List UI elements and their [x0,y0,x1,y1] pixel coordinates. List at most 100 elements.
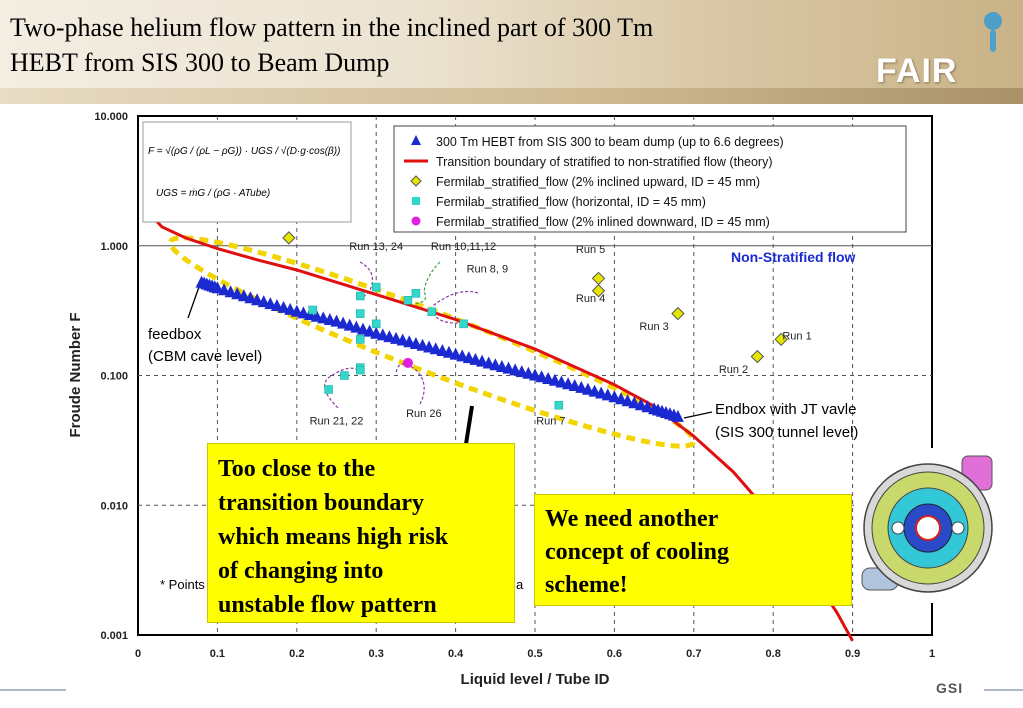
hebt-point [634,398,647,411]
upward-point [671,306,685,321]
hebt-point [456,349,469,362]
fair-logo-icon [984,12,1002,30]
footnote-fragment-left: * Points [160,577,205,592]
legend-diamond-swatch [410,175,422,187]
footnote-fragment-right: a [516,577,524,592]
hebt-point [350,320,363,333]
cooling-note-line-3: scheme! [545,572,628,598]
horizontal-point [459,319,468,329]
horizontal-point [340,371,349,380]
x-tick-label: 0.1 [210,648,225,660]
slide-title-line-2: HEBT from SIS 300 to Beam Dump [10,48,390,77]
x-tick-label: 0.2 [289,648,304,660]
formula-line-1: F = √(ρG / (ρL − ρG)) · UGS / √(D·g·cos(… [148,145,340,157]
risk-note-line-1: Too close to the [218,456,376,482]
y-tick-label: 0.100 [100,371,128,383]
risk-note-line-2: transition boundary [218,490,425,516]
legend-entry: 300 Tm HEBT from SIS 300 to beam dump (u… [436,135,784,149]
run-label: Run 13, 24 [349,241,403,253]
hebt-point [615,392,628,405]
run-label: Run 1 [782,330,811,342]
run-label: Run 2 [719,364,748,376]
footer-line-right [984,689,1023,691]
run-label: Run 21, 22 [310,415,364,427]
y-tick-label: 0.001 [100,630,128,642]
hebt-point [237,289,250,302]
hebt-point [224,285,237,298]
x-tick-label: 0 [135,648,141,660]
run-label: Run 26 [406,408,441,420]
endbox-arrow [683,411,713,419]
legend-entry: Fermilab_stratified_flow (2% inlined dow… [436,215,770,229]
hebt-point [337,316,350,329]
legend-circle-swatch [411,216,421,226]
hebt-point [482,356,495,369]
gsi-logo: GSI [936,680,964,696]
hebt-point [343,318,356,331]
hebt-point [575,380,588,393]
y-tick-label: 10.000 [94,111,128,123]
run-21-22-leader [324,367,359,409]
hebt-point [469,352,482,365]
slide-title: Two-phase helium flow pattern in the inc… [10,10,840,80]
footer-line-left [0,689,66,691]
hebt-point [641,400,654,413]
feedbox-callout-line-1: feedbox [148,326,202,343]
hebt-point [251,293,264,306]
title-banner [0,0,1023,104]
x-axis-label: Liquid level / Tube ID [461,671,610,688]
y-tick-label: 0.010 [100,500,128,512]
legend-entry: Transition boundary of stratified to non… [436,155,773,169]
cooling-note: We need another concept of cooling schem… [534,494,852,606]
hebt-point [476,354,489,367]
axis-ticks: 0 0.1 0.2 0.3 0.4 0.5 0.6 0.7 0.8 0.9 1 0.001 0.010 0… [94,111,935,660]
x-tick-label: 0.5 [527,648,542,660]
hebt-highlight-ellipse [167,235,697,449]
run-label: Run 7 [536,415,565,427]
y-tick-label: 1.000 [100,241,128,253]
endbox-callout-line-2: (SIS 300 tunnel level) [715,424,858,441]
upward-point [750,349,765,364]
cooling-note-line-1: We need another [545,506,719,532]
x-tick-label: 1 [929,648,935,660]
risk-note-line-4: of changing into [218,558,384,584]
run-label: Run 3 [639,321,668,333]
horizontal-point [411,289,421,298]
fair-logo-bar [990,30,996,52]
feedbox-callout-line-2: (CBM cave level) [148,348,262,365]
horizontal-point [308,305,317,315]
hebt-point [264,297,277,310]
hebt-point [462,351,475,364]
run-label: Run 10,11,12 [431,241,496,253]
run-label: Run 5 [576,244,605,256]
hebt-point [218,283,231,296]
run-label: Run 8, 9 [467,264,509,276]
formula-box-bg [142,121,352,223]
legend-entry: Fermilab_stratified_flow (horizontal, ID… [436,195,706,209]
region-label: Non-Stratified flow [731,249,856,265]
horizontal-point [324,385,333,394]
highlight-ellipses [167,235,697,449]
horizontal-point [554,400,564,410]
legend-entry: Fermilab_stratified_flow (2% inclined up… [436,175,760,189]
risk-note-line-3: which means high risk [218,524,449,550]
downward-point [402,357,413,368]
endbox-callout-line-1: Endbox with JT vavle [715,401,856,418]
legend-triangle-swatch [411,135,421,145]
magnet-cross-section-image [856,448,1006,603]
x-tick-label: 0.9 [845,648,860,660]
fair-brand: FAIR [876,52,958,90]
run-leaders [187,261,713,445]
horizontal-point [356,365,365,375]
run-26-leader [395,363,425,405]
hebt-point [257,295,270,308]
hebt-point [621,394,634,407]
run-10-12-leader [413,261,441,305]
legend-square-swatch [412,197,420,205]
slide-title-line-1: Two-phase helium flow pattern in the inc… [10,13,654,42]
horizontal-point [403,296,413,305]
hebt-point [244,291,257,304]
magnet-hole-right [951,521,965,535]
legend-box [393,125,907,233]
horizontal-point [356,335,365,344]
